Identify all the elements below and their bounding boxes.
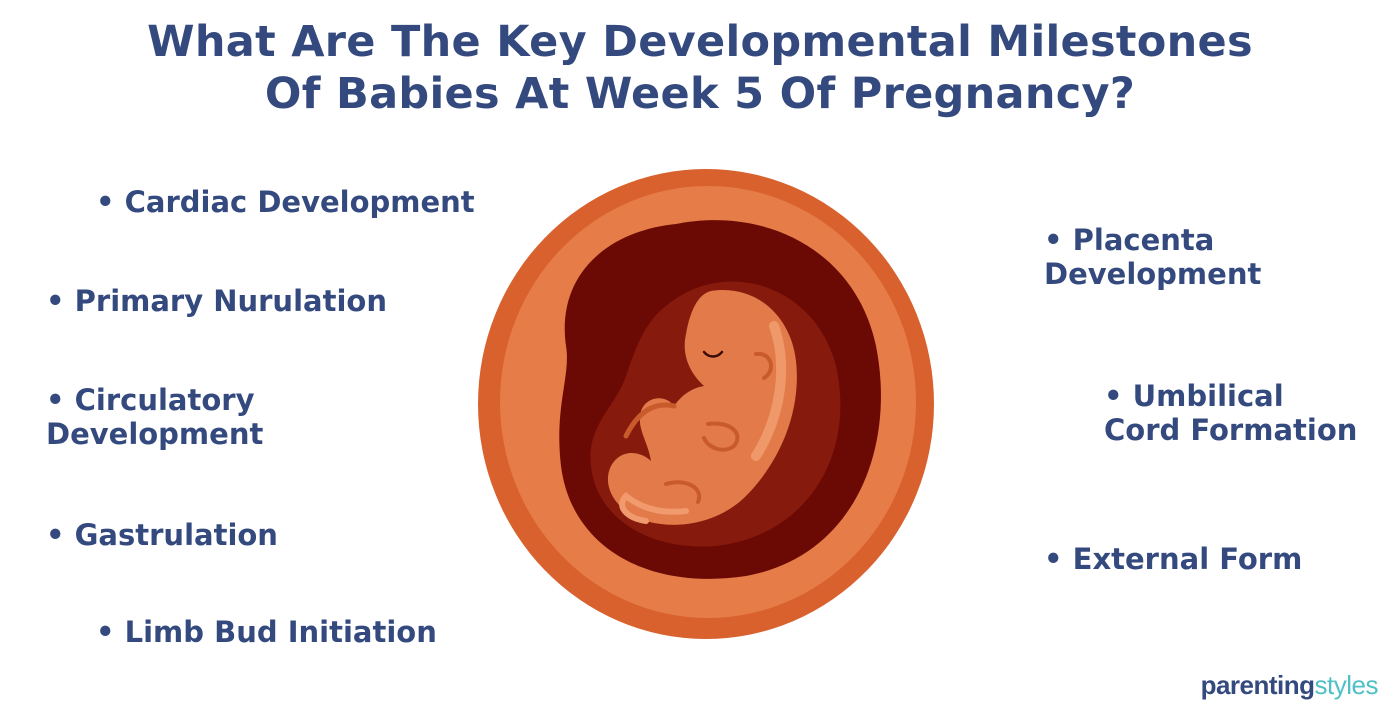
brand-logo: parentingstyles xyxy=(1200,670,1379,701)
embryo-leg-bud xyxy=(664,480,702,504)
embryo-ear xyxy=(754,351,773,380)
embryo-body xyxy=(607,290,797,525)
milestone-label: • Placenta xyxy=(1044,223,1215,257)
umbilical-stalk xyxy=(623,402,677,439)
milestone-label-line-2: Development xyxy=(46,417,264,451)
milestone-label: • Limb Bud Initiation xyxy=(96,615,437,649)
milestone-label-line-2: Development xyxy=(1044,257,1262,291)
milestone-label: • Primary Nurulation xyxy=(46,284,387,318)
milestone-placenta-development: • Placenta Development xyxy=(1044,223,1261,291)
milestone-primary-nurulation: • Primary Nurulation xyxy=(46,284,387,318)
milestone-limb-bud-initiation: • Limb Bud Initiation xyxy=(96,615,437,649)
milestone-label: • Cardiac Development xyxy=(96,185,475,219)
title-line-2: Of Babies At Week 5 Of Pregnancy? xyxy=(264,69,1136,119)
milestone-label: • Gastrulation xyxy=(46,518,278,552)
title-line-1: What Are The Key Developmental Milestone… xyxy=(147,17,1253,67)
milestone-circulatory-development: • Circulatory Development xyxy=(46,383,263,451)
milestone-label: • External Form xyxy=(1044,542,1303,576)
milestone-label: • Umbilical xyxy=(1104,379,1284,413)
embryo-illustration xyxy=(478,169,934,639)
milestone-cardiac-development: • Cardiac Development xyxy=(96,185,475,219)
milestone-external-form: • External Form xyxy=(1044,542,1302,576)
brand-logo-part-2: styles xyxy=(1314,670,1379,700)
embryo-spine-highlight xyxy=(751,321,787,461)
page-title: What Are The Key Developmental Milestone… xyxy=(0,16,1400,120)
brand-logo-part-1: parenting xyxy=(1200,670,1315,700)
milestone-label: • Circulatory xyxy=(46,383,255,417)
embryo-tail xyxy=(619,491,689,524)
milestone-label-line-2: Cord Formation xyxy=(1104,413,1358,447)
embryo-eye xyxy=(702,350,724,358)
milestone-gastrulation: • Gastrulation xyxy=(46,518,278,552)
embryo-arm-bud xyxy=(702,421,740,452)
milestone-umbilical-cord-formation: • Umbilical Cord Formation xyxy=(1104,379,1357,447)
